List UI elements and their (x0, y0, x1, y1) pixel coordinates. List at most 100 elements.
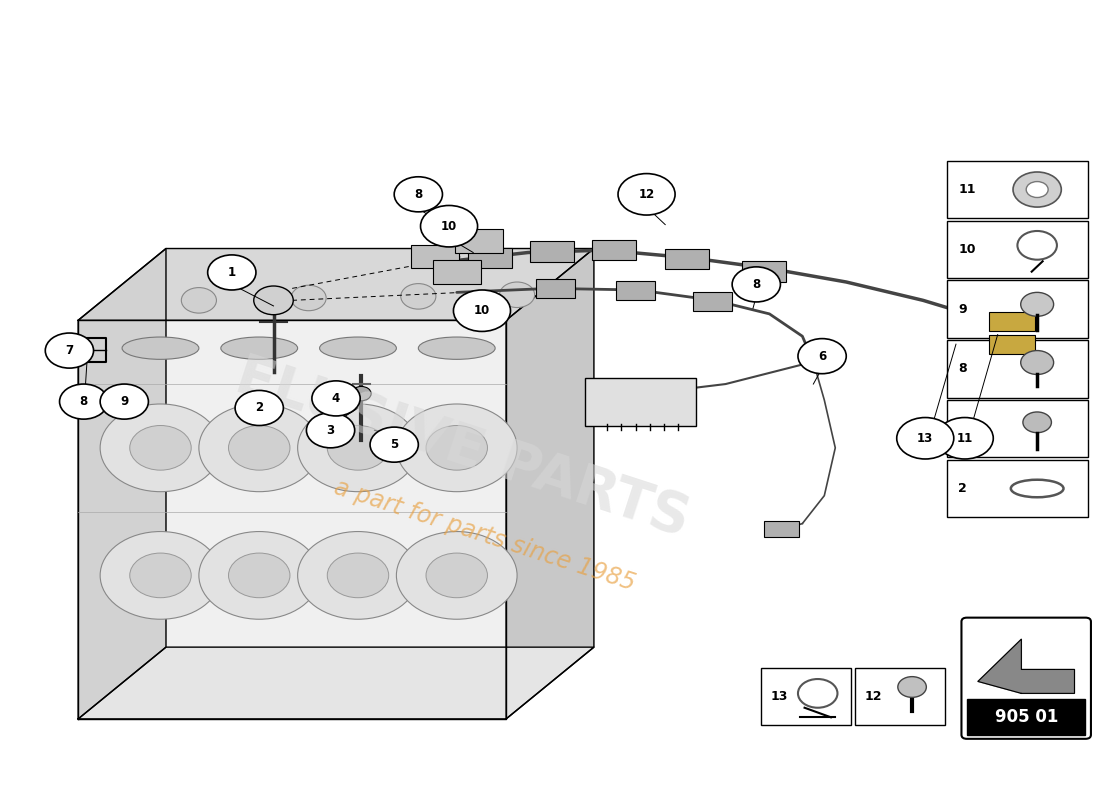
Circle shape (59, 384, 108, 419)
Circle shape (370, 427, 418, 462)
Text: 2: 2 (958, 482, 967, 495)
Circle shape (229, 553, 290, 598)
Text: 8: 8 (415, 188, 422, 201)
Ellipse shape (320, 337, 396, 359)
Circle shape (298, 404, 418, 492)
Bar (967, 699, 1086, 735)
Polygon shape (506, 249, 594, 719)
Bar (592, 240, 636, 261)
Circle shape (199, 404, 320, 492)
Bar (693, 291, 733, 310)
Text: 12: 12 (638, 188, 654, 201)
Circle shape (394, 177, 442, 212)
Text: 8: 8 (958, 362, 967, 375)
Polygon shape (78, 249, 166, 719)
Text: 11: 11 (957, 432, 972, 445)
Circle shape (396, 531, 517, 619)
Text: 9: 9 (958, 302, 967, 316)
Bar (855, 668, 945, 726)
Circle shape (130, 553, 191, 598)
FancyBboxPatch shape (961, 618, 1091, 739)
Bar (530, 242, 574, 262)
Text: 4: 4 (958, 422, 967, 435)
Text: 12: 12 (865, 690, 882, 703)
Circle shape (45, 333, 94, 368)
Circle shape (130, 426, 191, 470)
Bar (989, 312, 1035, 331)
Text: 13: 13 (917, 432, 934, 445)
Circle shape (312, 381, 360, 416)
Circle shape (298, 531, 418, 619)
Polygon shape (78, 647, 594, 719)
Circle shape (328, 426, 388, 470)
Circle shape (1021, 350, 1054, 374)
Circle shape (229, 426, 290, 470)
Circle shape (426, 426, 487, 470)
Ellipse shape (418, 337, 495, 359)
Circle shape (292, 286, 327, 310)
Text: 905 01: 905 01 (994, 708, 1058, 726)
Text: a part for parts since 1985: a part for parts since 1985 (330, 475, 638, 596)
Ellipse shape (221, 337, 298, 359)
Circle shape (208, 255, 256, 290)
Bar (764, 521, 799, 537)
Circle shape (235, 390, 284, 426)
Text: 5: 5 (390, 438, 398, 451)
Circle shape (100, 531, 221, 619)
Circle shape (199, 531, 320, 619)
Circle shape (453, 290, 510, 331)
Ellipse shape (122, 337, 199, 359)
Polygon shape (78, 320, 506, 719)
Text: 10: 10 (441, 220, 458, 233)
Text: 11: 11 (958, 183, 976, 196)
Circle shape (100, 404, 221, 492)
Circle shape (351, 386, 371, 401)
Bar (666, 249, 710, 270)
Circle shape (100, 384, 148, 419)
Circle shape (1013, 172, 1062, 207)
Text: 10: 10 (474, 304, 491, 318)
Bar (536, 279, 575, 298)
Bar (947, 281, 1088, 338)
Text: 1: 1 (228, 266, 235, 279)
Bar (947, 221, 1088, 278)
Polygon shape (978, 639, 1075, 694)
Text: 8: 8 (79, 395, 88, 408)
Text: 7: 7 (65, 344, 74, 357)
Circle shape (733, 267, 780, 302)
Circle shape (1023, 412, 1052, 433)
Bar (989, 334, 1035, 354)
Bar (454, 229, 503, 253)
Polygon shape (78, 249, 594, 320)
Circle shape (896, 418, 954, 459)
Circle shape (182, 287, 217, 313)
Text: ELUSIVE PARTS: ELUSIVE PARTS (229, 349, 696, 546)
Bar (947, 161, 1088, 218)
Text: 2: 2 (255, 402, 263, 414)
FancyBboxPatch shape (585, 378, 696, 426)
Bar (947, 340, 1088, 398)
Circle shape (400, 284, 436, 309)
Bar (947, 460, 1088, 517)
Circle shape (898, 677, 926, 698)
Bar (742, 262, 785, 282)
Text: 9: 9 (120, 395, 129, 408)
Text: 6: 6 (818, 350, 826, 362)
Text: 3: 3 (327, 424, 334, 437)
Circle shape (328, 553, 388, 598)
Circle shape (254, 286, 294, 314)
Text: 10: 10 (958, 243, 976, 256)
Circle shape (307, 413, 354, 448)
Text: 8: 8 (752, 278, 760, 291)
Circle shape (420, 206, 477, 247)
Circle shape (936, 418, 993, 459)
Text: 13: 13 (770, 690, 788, 703)
Bar (432, 261, 481, 285)
Circle shape (798, 338, 846, 374)
Bar (947, 400, 1088, 458)
Text: 4: 4 (332, 392, 340, 405)
Circle shape (499, 282, 535, 307)
Circle shape (1021, 292, 1054, 316)
Circle shape (1026, 182, 1048, 198)
Bar (410, 245, 459, 269)
